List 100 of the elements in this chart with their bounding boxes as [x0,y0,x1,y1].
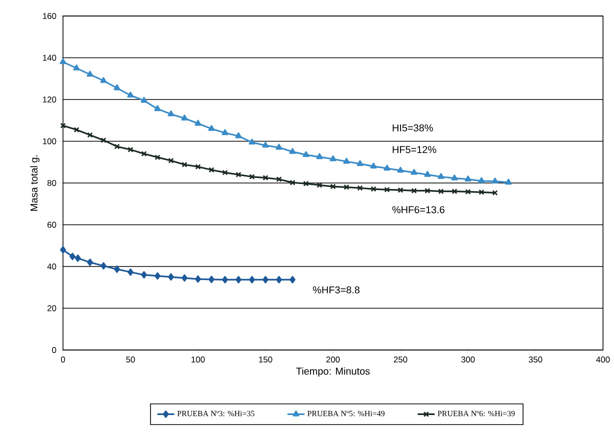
x-tick-label: 150 [259,356,272,363]
point [195,275,201,283]
point [128,146,134,152]
point [478,189,484,196]
point [100,137,106,144]
y-tick-label: 80 [47,180,56,186]
point [316,153,323,160]
point [182,274,188,282]
point [222,170,228,176]
point [86,70,94,77]
x-tick-label: 400 [596,356,610,363]
annotation: HF5=12% [392,146,436,154]
point [465,188,471,195]
y-axis-title: Masa total g. [30,155,40,211]
annotation: %HF3=8.8 [312,286,360,294]
point [451,174,458,180]
point [397,166,404,173]
point [249,174,255,180]
x-tick-label: 350 [528,356,542,363]
point [168,273,174,281]
point [290,180,296,186]
point [356,160,364,166]
point [262,174,268,181]
x-axis-title: Tiempo: Minutos [296,367,370,377]
point [140,96,148,103]
point [276,176,282,182]
point [208,125,215,131]
point [289,148,296,154]
point [70,252,76,260]
y-tick-label: 0 [52,347,56,353]
point [370,186,376,192]
point [222,129,228,136]
point [248,138,256,144]
point [411,188,417,194]
point [154,272,160,280]
point [87,258,93,266]
point [424,170,431,177]
point [114,84,120,90]
point [168,158,174,164]
point [492,178,498,184]
point [464,176,472,182]
point [168,110,174,116]
point [154,154,160,160]
x-tick-label: 200 [326,356,340,363]
point [236,276,242,284]
point [182,162,188,168]
point [505,178,512,185]
point [344,184,350,190]
point [60,246,66,254]
point [262,276,268,284]
point [438,188,444,194]
y-tick-label: 40 [47,264,56,270]
point [384,186,390,192]
point [262,142,269,148]
x-tick-label: 300 [461,356,475,363]
point [478,177,485,184]
point [438,173,444,179]
x-tick-label: 250 [394,356,408,363]
point [87,132,93,138]
point [222,276,228,284]
point [316,182,322,188]
point [236,172,242,178]
y-tick-label: 20 [47,305,56,312]
y-tick-label: 160 [42,13,56,19]
x-tick-label: 100 [192,356,205,363]
point [330,184,336,190]
point [249,276,255,284]
annotation: %HF6=13.6 [392,206,444,214]
point [276,144,282,150]
point [370,162,377,168]
point [141,271,147,279]
y-tick-label: 60 [48,222,56,228]
point [208,167,214,173]
point [74,254,81,262]
point [100,77,107,83]
point [452,188,458,194]
y-tick-label: 120 [42,96,56,102]
point [100,262,106,270]
point [74,126,80,133]
x-tick-label: 0 [60,356,66,363]
point [208,276,214,284]
point [384,164,390,171]
point [303,180,309,186]
point [194,120,202,126]
point [330,155,336,162]
point [343,158,350,164]
point [424,188,430,194]
point [154,105,161,112]
point [181,114,188,120]
point [114,266,120,273]
point [128,268,134,276]
y-tick-label: 100 [42,138,56,144]
point [235,132,242,138]
x-tick-label: 50 [126,356,135,363]
y-tick-label: 140 [42,54,56,61]
point [73,64,80,70]
point [357,185,363,191]
point [290,276,296,284]
point [114,144,120,150]
point [398,187,404,193]
